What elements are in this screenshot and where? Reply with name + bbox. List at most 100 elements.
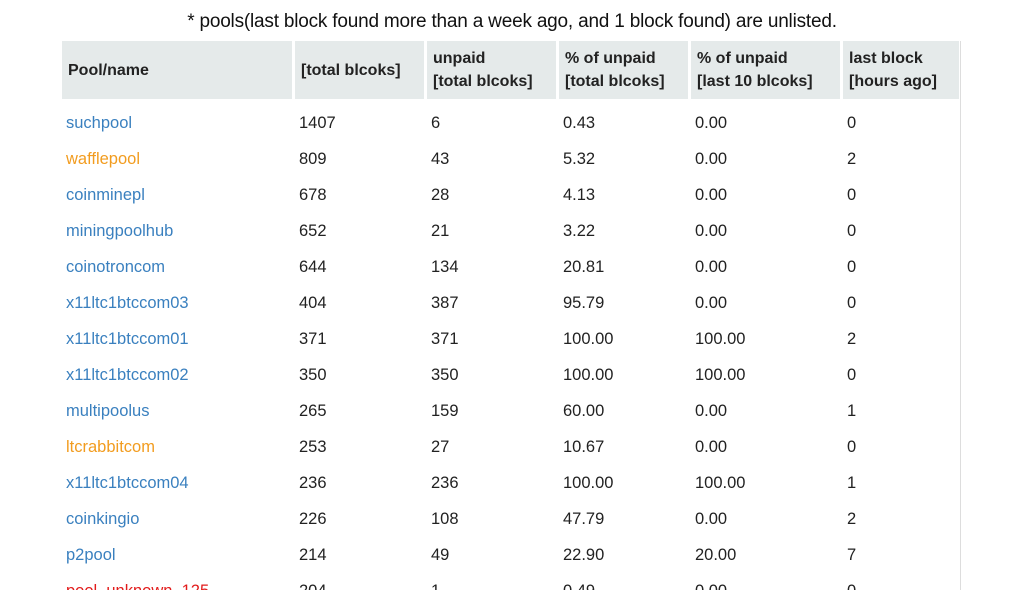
- table-row: multipoolus 265 159 60.00 0.00 1: [62, 393, 959, 429]
- cell-pool-name: x11ltc1btccom01: [62, 321, 295, 357]
- cell-pct-unpaid-total: 0.43: [563, 113, 596, 132]
- cell-pct-unpaid-total: 4.13: [563, 185, 596, 204]
- cell-pool-name: p2pool: [62, 537, 295, 573]
- pool-link[interactable]: coinminepl: [66, 185, 145, 204]
- cell-last-block-hours: 7: [847, 545, 857, 564]
- cell-pct-unpaid-last10: 0.00: [691, 573, 843, 590]
- cell-pool-name: x11ltc1btccom04: [62, 465, 295, 501]
- cell-unpaid-total: 159: [431, 401, 459, 420]
- cell-pct-unpaid-last10: 100.00: [695, 365, 746, 384]
- header-pct-unpaid-last10-line: [last 10 blcoks]: [697, 73, 813, 90]
- cell-unpaid-total: 43: [431, 149, 450, 168]
- table-row: coinotroncom 644 134 20.81 0.00 0: [62, 249, 959, 285]
- table-row: miningpoolhub 652 21 3.22 0.00 0: [62, 213, 959, 249]
- table-row: x11ltc1btccom02 350 350 100.00 100.00 0: [62, 357, 959, 393]
- cell-pct-unpaid-total: 95.79: [563, 293, 605, 312]
- cell-unpaid-total: 28: [431, 185, 450, 204]
- cell-total-blocks: 204: [295, 573, 427, 590]
- cell-pool-name: multipoolus: [62, 393, 295, 429]
- header-total-blocks: [total blcoks]: [295, 41, 427, 99]
- cell-pool-name: ltcrabbitcom: [62, 429, 295, 465]
- cell-pool-name: x11ltc1btccom03: [62, 285, 295, 321]
- table-row: coinminepl 678 28 4.13 0.00 0: [62, 177, 959, 213]
- pool-link[interactable]: wafflepool: [66, 149, 141, 168]
- cell-last-block-hours: 0: [847, 293, 857, 312]
- cell-total-blocks: 678: [299, 185, 327, 204]
- header-unpaid-total: unpaid [total blcoks]: [427, 41, 559, 99]
- cell-unpaid-total: 387: [431, 293, 459, 312]
- pool-link[interactable]: miningpoolhub: [66, 221, 174, 240]
- pool-link[interactable]: x11ltc1btccom02: [66, 365, 189, 384]
- cell-last-block-hours: 0: [847, 437, 857, 456]
- cell-total-blocks: 236: [299, 473, 327, 492]
- table-row: pool_unknown_125 20410.490.000: [62, 573, 959, 590]
- pool-link[interactable]: coinotroncom: [66, 257, 166, 276]
- cell-pct-unpaid-last10: 0.00: [695, 401, 728, 420]
- cell-pct-unpaid-last10: 0.00: [695, 293, 728, 312]
- cell-unpaid-total: 1: [427, 573, 559, 590]
- cell-pool-name: coinotroncom: [62, 249, 295, 285]
- cell-pct-unpaid-total: 10.67: [563, 437, 605, 456]
- cell-total-blocks: 265: [299, 401, 327, 420]
- cell-unpaid-total: 49: [431, 545, 450, 564]
- pool-link[interactable]: x11ltc1btccom01: [66, 329, 189, 348]
- cell-pct-unpaid-last10: 0.00: [695, 113, 728, 132]
- cell-pct-unpaid-total: 47.79: [563, 509, 605, 528]
- cell-last-block-hours: 0: [843, 573, 959, 590]
- pool-link[interactable]: multipoolus: [66, 401, 150, 420]
- pool-link[interactable]: x11ltc1btccom04: [66, 473, 189, 492]
- cell-pool-name: coinminepl: [62, 177, 295, 213]
- pool-link[interactable]: x11ltc1btccom03: [66, 293, 189, 312]
- table-row: p2pool 214 49 22.90 20.00 7: [62, 537, 959, 573]
- header-total-blocks-line: [total blcoks]: [301, 61, 401, 79]
- cell-unpaid-total: 350: [431, 365, 459, 384]
- cell-unpaid-total: 21: [431, 221, 450, 240]
- cell-last-block-hours: 2: [847, 509, 857, 528]
- cell-total-blocks: 644: [299, 257, 327, 276]
- pool-link[interactable]: suchpool: [66, 113, 133, 132]
- pool-table-body: suchpool 1407 6 0.43 0.00 0 wafflepool 809 43 5.3…: [62, 99, 959, 590]
- cell-last-block-hours: 0: [847, 221, 857, 240]
- cell-pct-unpaid-last10: 0.00: [695, 221, 728, 240]
- header-pct-unpaid-total: % of unpaid [total blcoks]: [559, 41, 691, 99]
- cell-pct-unpaid-total: 5.32: [563, 149, 596, 168]
- table-row: suchpool 1407 6 0.43 0.00 0: [62, 99, 959, 141]
- pool-link[interactable]: p2pool: [66, 545, 116, 564]
- pool-link[interactable]: coinkingio: [66, 509, 140, 528]
- cell-total-blocks: 809: [299, 149, 327, 168]
- cell-pct-unpaid-total: 22.90: [563, 545, 605, 564]
- table-row: x11ltc1btccom03 404 387 95.79 0.00 0: [62, 285, 959, 321]
- table-row: ltcrabbitcom 253 27 10.67 0.00 0: [62, 429, 959, 465]
- cell-last-block-hours: 1: [847, 401, 857, 420]
- cell-pool-name: miningpoolhub: [62, 213, 295, 249]
- pool-table: Pool/name [total blcoks] unpaid [total blco…: [62, 41, 959, 590]
- pool-link[interactable]: pool_unknown_125: [66, 582, 209, 590]
- cell-total-blocks: 652: [299, 221, 327, 240]
- cell-unpaid-total: 108: [431, 509, 459, 528]
- pool-table-header: Pool/name [total blcoks] unpaid [total blco…: [62, 41, 959, 99]
- cell-pct-unpaid-total: 100.00: [563, 473, 614, 492]
- cell-last-block-hours: 0: [847, 257, 857, 276]
- pool-link[interactable]: ltcrabbitcom: [66, 437, 155, 456]
- header-pct-unpaid-total-line: % of unpaid: [565, 50, 656, 67]
- header-pool-name-line: Pool/name: [68, 61, 149, 79]
- cell-pool-name: x11ltc1btccom02: [62, 357, 295, 393]
- header-unpaid-total-line: [total blcoks]: [433, 73, 533, 90]
- cell-last-block-hours: 0: [847, 365, 857, 384]
- cell-total-blocks: 404: [299, 293, 327, 312]
- unlisted-pools-note: * pools(last block found more than a wee…: [187, 11, 837, 32]
- pool-table-container: Pool/name [total blcoks] unpaid [total blco…: [62, 41, 961, 590]
- table-row: wafflepool 809 43 5.32 0.00 2: [62, 141, 959, 177]
- cell-pct-unpaid-total: 60.00: [563, 401, 605, 420]
- cell-total-blocks: 253: [299, 437, 327, 456]
- cell-pct-unpaid-last10: 100.00: [695, 473, 746, 492]
- cell-total-blocks: 226: [299, 509, 327, 528]
- header-pool-name: Pool/name: [62, 41, 295, 99]
- cell-pct-unpaid-total: 0.49: [559, 573, 691, 590]
- header-pct-unpaid-total-line: [total blcoks]: [565, 73, 665, 90]
- cell-last-block-hours: 2: [847, 329, 857, 348]
- cell-pct-unpaid-last10: 20.00: [695, 545, 737, 564]
- cell-pct-unpaid-last10: 0.00: [695, 437, 728, 456]
- cell-pct-unpaid-last10: 0.00: [695, 509, 728, 528]
